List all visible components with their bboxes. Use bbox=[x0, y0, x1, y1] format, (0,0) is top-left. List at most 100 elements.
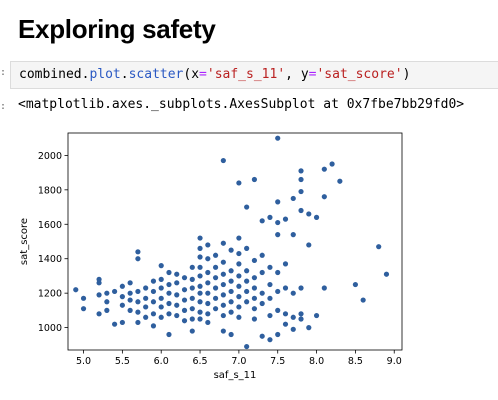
data-point bbox=[135, 256, 141, 262]
data-point bbox=[275, 199, 281, 205]
data-point bbox=[189, 285, 195, 291]
data-point bbox=[251, 306, 258, 312]
code-string-x: 'saf_s_11' bbox=[206, 67, 286, 82]
data-point bbox=[244, 204, 250, 210]
data-point bbox=[158, 276, 164, 282]
code-string-y: 'sat_score' bbox=[316, 67, 403, 82]
y-tick-label: 1200 bbox=[38, 289, 62, 300]
data-point bbox=[166, 269, 172, 276]
data-point bbox=[158, 263, 164, 269]
data-point bbox=[298, 311, 304, 317]
data-point bbox=[267, 281, 273, 288]
data-point bbox=[212, 285, 219, 291]
data-point bbox=[275, 269, 281, 276]
data-point bbox=[236, 304, 242, 310]
data-point bbox=[220, 328, 226, 334]
data-point bbox=[267, 295, 273, 301]
data-point bbox=[112, 288, 118, 295]
data-point bbox=[174, 292, 180, 298]
data-point bbox=[376, 244, 382, 250]
data-point bbox=[298, 176, 304, 183]
data-point bbox=[275, 307, 281, 313]
data-point bbox=[251, 257, 258, 264]
data-point bbox=[236, 180, 242, 186]
code-attr-scatter: scatter bbox=[128, 67, 184, 82]
data-point bbox=[174, 280, 180, 286]
data-point bbox=[244, 343, 250, 350]
points-layer bbox=[73, 135, 390, 350]
data-point bbox=[306, 211, 312, 217]
code-line[interactable]: combined.plot.scatter(x='saf_s_11', y='s… bbox=[19, 67, 411, 82]
data-point bbox=[135, 299, 141, 305]
x-tick-label: 9.0 bbox=[387, 356, 402, 367]
data-point bbox=[244, 268, 250, 274]
data-point bbox=[205, 311, 211, 317]
data-point bbox=[275, 232, 281, 238]
y-tick-label: 1800 bbox=[38, 185, 62, 196]
data-point bbox=[228, 331, 234, 338]
data-point bbox=[158, 314, 164, 320]
code-kwarg-x: x bbox=[191, 67, 200, 82]
data-point bbox=[135, 249, 141, 255]
data-point bbox=[282, 285, 289, 291]
data-point bbox=[251, 316, 258, 322]
data-point bbox=[143, 304, 149, 310]
data-point bbox=[306, 242, 312, 248]
data-point bbox=[236, 314, 242, 320]
y-tick-label: 2000 bbox=[38, 151, 62, 162]
code-cell[interactable]: combined.plot.scatter(x='saf_s_11', y='s… bbox=[10, 61, 498, 89]
data-point bbox=[352, 281, 358, 288]
data-point bbox=[236, 261, 242, 267]
data-point bbox=[119, 283, 125, 289]
data-point bbox=[189, 328, 195, 334]
data-point bbox=[197, 283, 203, 289]
data-point bbox=[127, 307, 133, 313]
data-point bbox=[119, 294, 125, 300]
data-point bbox=[228, 299, 234, 305]
data-point bbox=[360, 297, 366, 303]
data-point bbox=[127, 290, 133, 296]
data-point bbox=[275, 219, 281, 226]
data-point bbox=[197, 254, 203, 260]
data-point bbox=[212, 275, 219, 281]
data-point bbox=[259, 300, 265, 307]
data-point bbox=[244, 299, 250, 305]
data-point bbox=[228, 247, 234, 253]
data-point bbox=[197, 316, 203, 322]
data-point bbox=[267, 264, 273, 270]
data-point bbox=[298, 285, 304, 291]
data-point bbox=[236, 273, 242, 279]
data-point bbox=[189, 306, 195, 312]
x-tick-label: 7.5 bbox=[270, 356, 285, 367]
data-point bbox=[166, 281, 172, 288]
data-point bbox=[275, 331, 281, 338]
data-point bbox=[197, 273, 203, 279]
data-point bbox=[251, 285, 258, 291]
data-point bbox=[313, 214, 320, 220]
code-kwarg-y: y bbox=[300, 67, 309, 82]
data-point bbox=[189, 264, 195, 270]
data-point bbox=[166, 331, 172, 338]
data-point bbox=[236, 250, 242, 257]
data-point bbox=[205, 269, 211, 276]
data-point bbox=[267, 312, 273, 319]
data-point bbox=[143, 285, 149, 291]
data-point bbox=[220, 302, 226, 308]
data-point bbox=[220, 157, 226, 164]
data-point bbox=[220, 281, 226, 288]
data-point bbox=[135, 319, 141, 326]
data-point bbox=[181, 287, 188, 293]
data-point bbox=[259, 252, 265, 258]
data-point bbox=[290, 232, 296, 238]
data-point bbox=[158, 285, 164, 291]
data-point bbox=[383, 271, 390, 277]
data-point bbox=[127, 280, 133, 286]
data-point bbox=[321, 166, 327, 172]
data-point bbox=[290, 326, 296, 332]
data-point bbox=[143, 314, 149, 320]
output-text: <matplotlib.axes._subplots.AxesSubplot a… bbox=[18, 97, 465, 112]
data-point bbox=[220, 292, 226, 298]
data-point bbox=[259, 290, 265, 296]
x-tick-label: 8.0 bbox=[309, 356, 324, 367]
data-point bbox=[228, 309, 234, 315]
